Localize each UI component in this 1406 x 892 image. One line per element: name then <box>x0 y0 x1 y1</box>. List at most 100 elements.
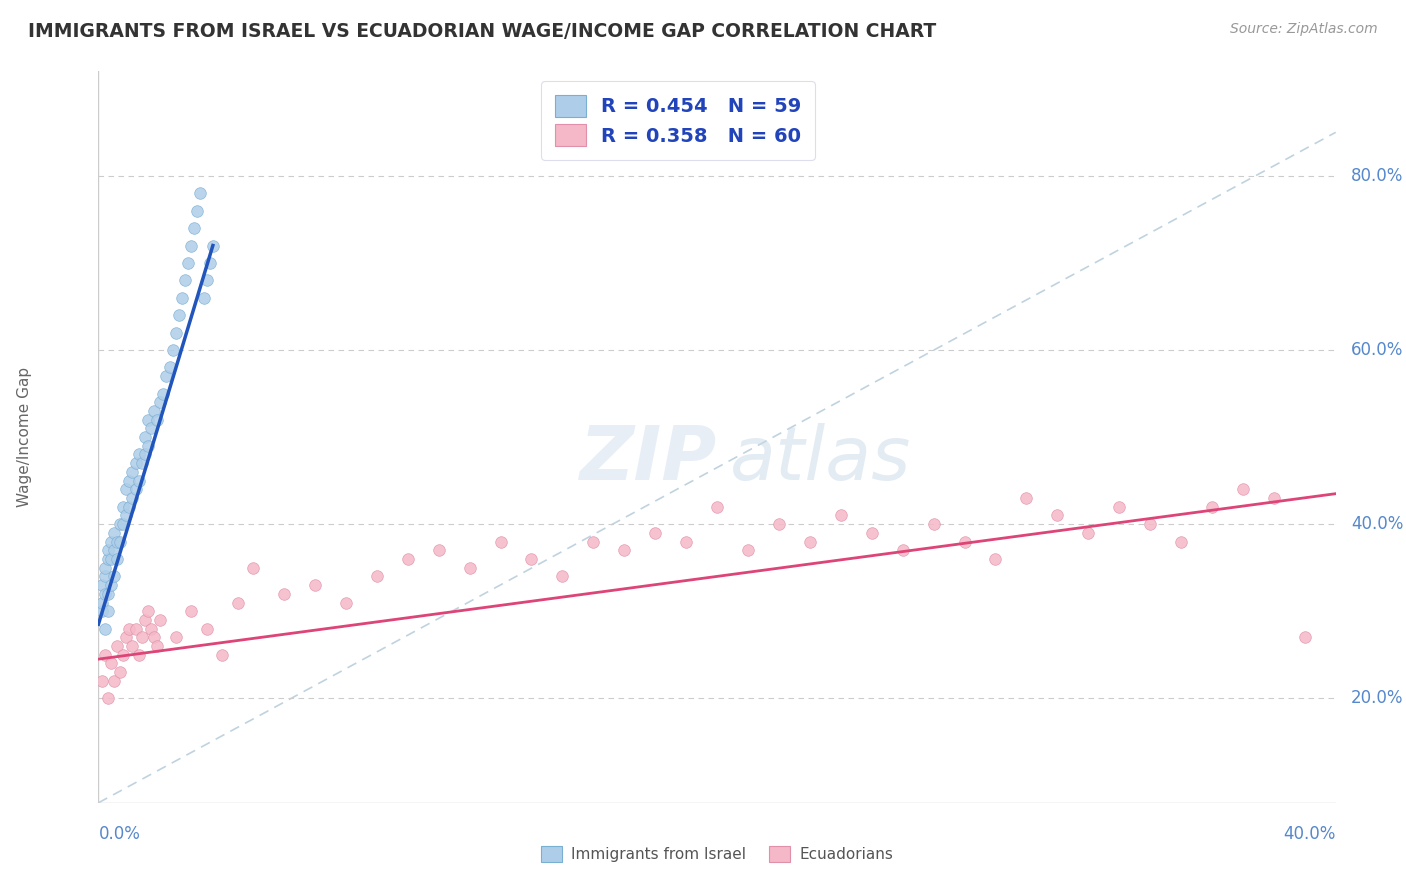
Point <box>115 483 138 497</box>
Point <box>155 369 177 384</box>
Point <box>675 534 697 549</box>
Point <box>1294 631 1316 645</box>
Point <box>105 639 128 653</box>
Point <box>613 543 636 558</box>
Point <box>115 508 138 523</box>
Legend: Immigrants from Israel, Ecuadorians: Immigrants from Israel, Ecuadorians <box>534 840 900 868</box>
Point <box>489 534 512 549</box>
Point <box>90 673 112 688</box>
Point <box>198 256 221 270</box>
Point <box>108 534 131 549</box>
Point <box>103 543 125 558</box>
Point <box>93 587 115 601</box>
Text: Wage/Income Gap: Wage/Income Gap <box>17 367 32 508</box>
Point <box>366 569 388 583</box>
Point <box>105 534 128 549</box>
Point <box>1232 483 1254 497</box>
Point <box>118 474 141 488</box>
Point <box>112 648 135 662</box>
Point <box>152 386 174 401</box>
Point <box>427 543 450 558</box>
Point <box>90 604 112 618</box>
Point <box>90 578 112 592</box>
Point <box>121 465 143 479</box>
Point <box>100 552 122 566</box>
Point <box>551 569 574 583</box>
Point <box>186 203 208 218</box>
Point <box>131 456 153 470</box>
Point <box>1108 500 1130 514</box>
Point <box>108 665 131 680</box>
Point <box>103 569 125 583</box>
Point <box>1201 500 1223 514</box>
Point <box>128 448 150 462</box>
Point <box>93 622 115 636</box>
Point <box>1170 534 1192 549</box>
Point <box>860 525 883 540</box>
Point <box>162 343 184 357</box>
Point <box>90 595 112 609</box>
Point <box>121 491 143 505</box>
Text: 0.0%: 0.0% <box>98 824 141 843</box>
Point <box>211 648 233 662</box>
Point <box>139 622 162 636</box>
Point <box>128 474 150 488</box>
Point <box>143 404 166 418</box>
Point <box>799 534 821 549</box>
Point <box>97 552 120 566</box>
Point <box>93 648 115 662</box>
Point <box>737 543 759 558</box>
Point <box>984 552 1007 566</box>
Point <box>100 657 122 671</box>
Point <box>458 560 481 574</box>
Point <box>118 500 141 514</box>
Point <box>124 483 146 497</box>
Point <box>242 560 264 574</box>
Text: 60.0%: 60.0% <box>1351 341 1403 359</box>
Point <box>170 291 193 305</box>
Text: 80.0%: 80.0% <box>1351 167 1403 185</box>
Point <box>93 569 115 583</box>
Point <box>922 517 945 532</box>
Point <box>1263 491 1285 505</box>
Point <box>136 439 159 453</box>
Point <box>1046 508 1069 523</box>
Text: IMMIGRANTS FROM ISRAEL VS ECUADORIAN WAGE/INCOME GAP CORRELATION CHART: IMMIGRANTS FROM ISRAEL VS ECUADORIAN WAG… <box>28 22 936 41</box>
Point <box>136 604 159 618</box>
Point <box>273 587 295 601</box>
Point <box>201 238 224 252</box>
Text: 40.0%: 40.0% <box>1351 516 1403 533</box>
Point <box>118 622 141 636</box>
Point <box>146 639 169 653</box>
Point <box>830 508 852 523</box>
Point <box>190 186 212 201</box>
Point <box>136 412 159 426</box>
Point <box>706 500 728 514</box>
Point <box>195 273 218 287</box>
Point <box>582 534 605 549</box>
Point <box>131 631 153 645</box>
Point <box>112 500 135 514</box>
Point <box>139 421 162 435</box>
Point <box>105 552 128 566</box>
Text: Source: ZipAtlas.com: Source: ZipAtlas.com <box>1230 22 1378 37</box>
Point <box>165 326 187 340</box>
Text: ZIP: ZIP <box>579 423 717 496</box>
Point <box>1077 525 1099 540</box>
Point <box>97 543 120 558</box>
Point <box>180 604 202 618</box>
Point <box>149 613 172 627</box>
Point <box>165 631 187 645</box>
Point <box>1015 491 1038 505</box>
Point <box>1139 517 1161 532</box>
Point <box>112 517 135 532</box>
Point <box>768 517 790 532</box>
Point <box>174 273 197 287</box>
Point <box>103 525 125 540</box>
Point <box>97 587 120 601</box>
Point <box>193 291 215 305</box>
Point <box>953 534 976 549</box>
Point <box>183 221 205 235</box>
Point <box>159 360 181 375</box>
Point <box>124 456 146 470</box>
